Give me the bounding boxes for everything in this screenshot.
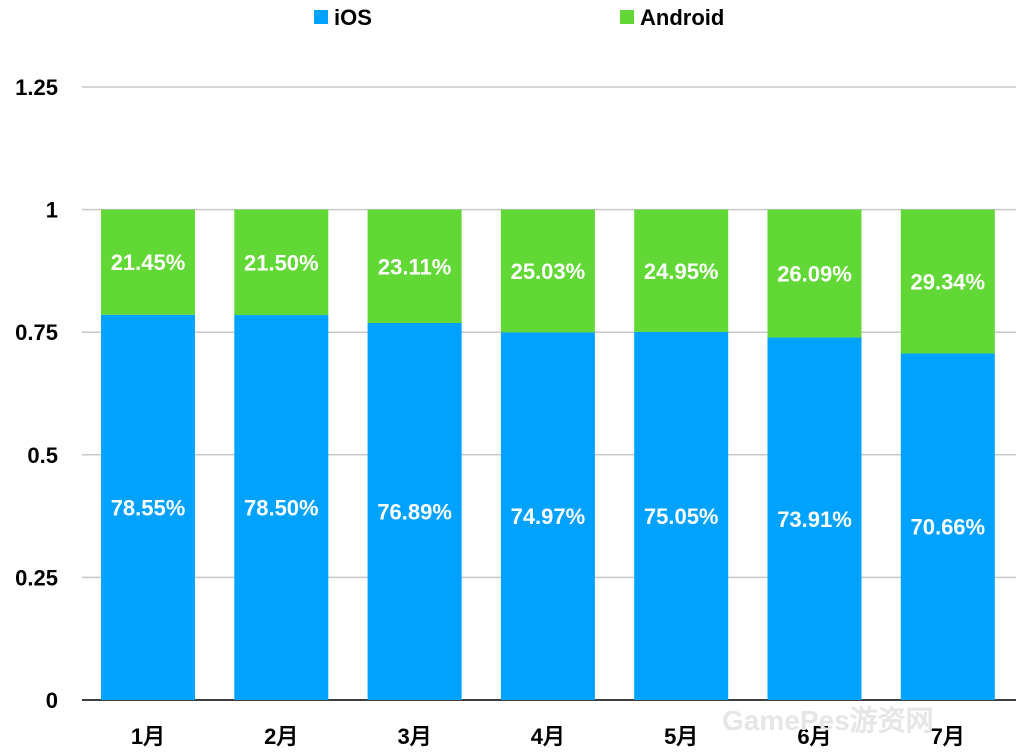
y-tick-label: 1.25 — [15, 75, 58, 100]
bar-segment-ios — [234, 315, 329, 700]
y-tick-label: 1 — [46, 198, 58, 223]
bar-segment-android — [500, 209, 595, 333]
data-label-ios: 78.50% — [244, 496, 319, 521]
data-label-android: 26.09% — [777, 262, 852, 287]
x-category-label: 1月 — [131, 724, 165, 749]
bar-segment-ios — [500, 332, 595, 700]
data-label-ios: 74.97% — [511, 504, 586, 529]
legend-label-android: Android — [640, 5, 724, 30]
x-category-label: 2月 — [264, 724, 298, 749]
bar-segment-ios — [101, 314, 195, 700]
x-category-label: 3月 — [397, 724, 431, 749]
bar-segment-android — [634, 209, 729, 332]
bar-segment-android — [101, 209, 195, 315]
data-label-android: 23.11% — [378, 254, 451, 279]
legend: iOS Android — [314, 5, 724, 30]
data-label-android: 25.03% — [511, 259, 586, 284]
data-label-ios: 76.89% — [377, 499, 452, 524]
bars — [101, 209, 995, 700]
y-axis-ticks: 0 0.25 0.5 0.75 1 1.25 — [15, 75, 58, 713]
bar-segment-android — [900, 209, 995, 354]
data-label-ios: 73.91% — [777, 507, 852, 532]
y-tick-label: 0.5 — [27, 443, 58, 468]
data-label-android: 21.45% — [111, 250, 186, 275]
x-category-label: 6月 — [797, 724, 831, 749]
watermark: GamePes游资网 — [722, 705, 934, 736]
y-tick-label: 0 — [46, 688, 58, 713]
x-axis-categories: 1月 2月 3月 4月 5月 6月 7月 — [131, 724, 965, 749]
y-tick-label: 0.25 — [15, 565, 58, 590]
legend-swatch-android — [620, 10, 634, 24]
y-tick-label: 0.75 — [15, 320, 58, 345]
x-category-label: 7月 — [931, 724, 965, 749]
bar-segment-android — [234, 209, 329, 316]
data-label-android: 24.95% — [644, 259, 719, 284]
data-labels: 78.55% 21.45% 78.50% 21.50% 76.89% 23.11% 74.9… — [111, 250, 985, 540]
x-category-label: 5月 — [664, 724, 698, 749]
data-label-ios: 75.05% — [644, 504, 719, 529]
legend-label-ios: iOS — [334, 5, 372, 30]
legend-swatch-ios — [314, 10, 328, 24]
bar-segment-ios — [634, 331, 729, 700]
data-label-ios: 70.66% — [910, 515, 985, 540]
bar-segment-android — [367, 209, 462, 323]
bar-segment-android — [767, 209, 862, 338]
x-category-label: 4月 — [531, 724, 565, 749]
bar-segment-ios — [900, 353, 995, 700]
data-label-android: 29.34% — [910, 270, 985, 295]
bar-segment-ios — [767, 337, 862, 700]
bar-segment-ios — [367, 322, 462, 700]
data-label-ios: 78.55% — [111, 495, 186, 520]
data-label-android: 21.50% — [244, 250, 319, 275]
